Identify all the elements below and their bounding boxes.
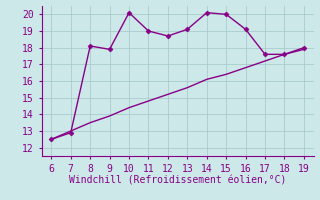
X-axis label: Windchill (Refroidissement éolien,°C): Windchill (Refroidissement éolien,°C) bbox=[69, 175, 286, 185]
